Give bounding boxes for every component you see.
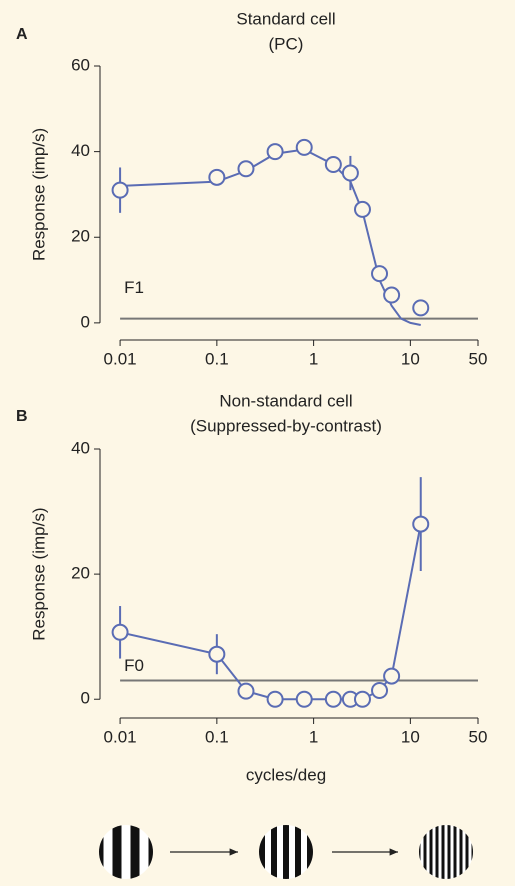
data-point <box>208 168 226 186</box>
data-point <box>383 667 401 685</box>
data-point <box>383 286 401 304</box>
stripe <box>148 825 153 879</box>
stripe <box>319 820 325 886</box>
stripe <box>130 825 140 879</box>
stripe <box>112 825 122 879</box>
stripe <box>235 820 241 886</box>
y-tick-label: 20 <box>71 564 90 583</box>
stripe <box>447 825 451 879</box>
data-point <box>412 299 430 317</box>
data-point <box>353 690 371 708</box>
x-tick-label: 1 <box>309 727 318 746</box>
x-tick-label: 50 <box>469 349 488 368</box>
x-tick-label: 50 <box>469 727 488 746</box>
chart-subtitle: (Suppressed-by-contrast) <box>190 416 382 435</box>
y-tick-label: 0 <box>81 689 90 708</box>
grating-bg <box>419 825 473 879</box>
stripe <box>307 825 313 879</box>
stripe <box>484 820 487 886</box>
stripe <box>423 825 427 879</box>
panel-label: B <box>16 408 28 425</box>
fit-curve <box>120 148 421 326</box>
grating-bg <box>99 825 153 879</box>
stripe <box>478 820 481 886</box>
data-point <box>371 265 389 283</box>
stripe <box>283 825 289 879</box>
stripe <box>185 820 194 886</box>
y-tick-label: 60 <box>71 55 90 74</box>
x-tick-label: 1 <box>309 349 318 368</box>
grating-stripes <box>406 820 487 886</box>
x-tick-label: 0.1 <box>205 727 229 746</box>
stripe <box>99 825 104 879</box>
stripe <box>59 820 68 886</box>
data-point <box>353 200 371 218</box>
data-point <box>324 155 342 173</box>
stripe <box>247 820 253 886</box>
panel-label: A <box>16 26 28 43</box>
series-line <box>119 523 422 701</box>
stripe <box>406 820 409 886</box>
stripe <box>412 820 415 886</box>
grating-stripes <box>235 820 337 886</box>
data-point <box>237 682 255 700</box>
y-axis-label: Response (imp/s) <box>29 128 48 261</box>
y-tick-label: 40 <box>71 438 90 457</box>
x-tick-label: 0.01 <box>104 349 137 368</box>
data-point <box>237 160 255 178</box>
chart-title: Standard cell <box>236 9 335 28</box>
stripe <box>295 825 301 879</box>
data-point <box>111 181 129 199</box>
stripe <box>419 825 421 879</box>
data-point <box>341 164 359 182</box>
stripe <box>435 825 439 879</box>
x-axis-label: cycles/deg <box>246 765 326 784</box>
stripe <box>471 825 473 879</box>
data-point <box>111 623 129 641</box>
stripe <box>259 825 265 879</box>
y-tick-label: 40 <box>71 141 90 160</box>
x-tick-label: 0.1 <box>205 349 229 368</box>
x-tick-label: 0.01 <box>104 727 137 746</box>
data-point <box>295 690 313 708</box>
data-point <box>295 138 313 156</box>
x-tick-label: 10 <box>401 727 420 746</box>
stripe <box>271 825 277 879</box>
data-point <box>266 690 284 708</box>
y-tick-label: 0 <box>81 312 90 331</box>
stripe <box>453 825 457 879</box>
y-tick-label: 20 <box>71 227 90 246</box>
data-point <box>324 690 342 708</box>
x-tick-label: 10 <box>401 349 420 368</box>
stripe <box>167 820 176 886</box>
stripe <box>331 820 337 886</box>
stripe <box>441 825 445 879</box>
chart-title: Non-standard cell <box>219 391 352 410</box>
stripe <box>465 825 469 879</box>
stripe <box>429 825 433 879</box>
gratings <box>59 820 487 886</box>
data-point <box>266 143 284 161</box>
data-point <box>208 645 226 663</box>
baseline-label: F0 <box>124 656 144 675</box>
baseline-label: F1 <box>124 278 144 297</box>
data-point <box>371 681 389 699</box>
data-point <box>412 515 430 533</box>
chart-subtitle: (PC) <box>269 34 304 53</box>
stripe <box>459 825 463 879</box>
grating-stripes <box>59 820 194 886</box>
stripe <box>77 820 86 886</box>
y-axis-label: Response (imp/s) <box>29 508 48 641</box>
